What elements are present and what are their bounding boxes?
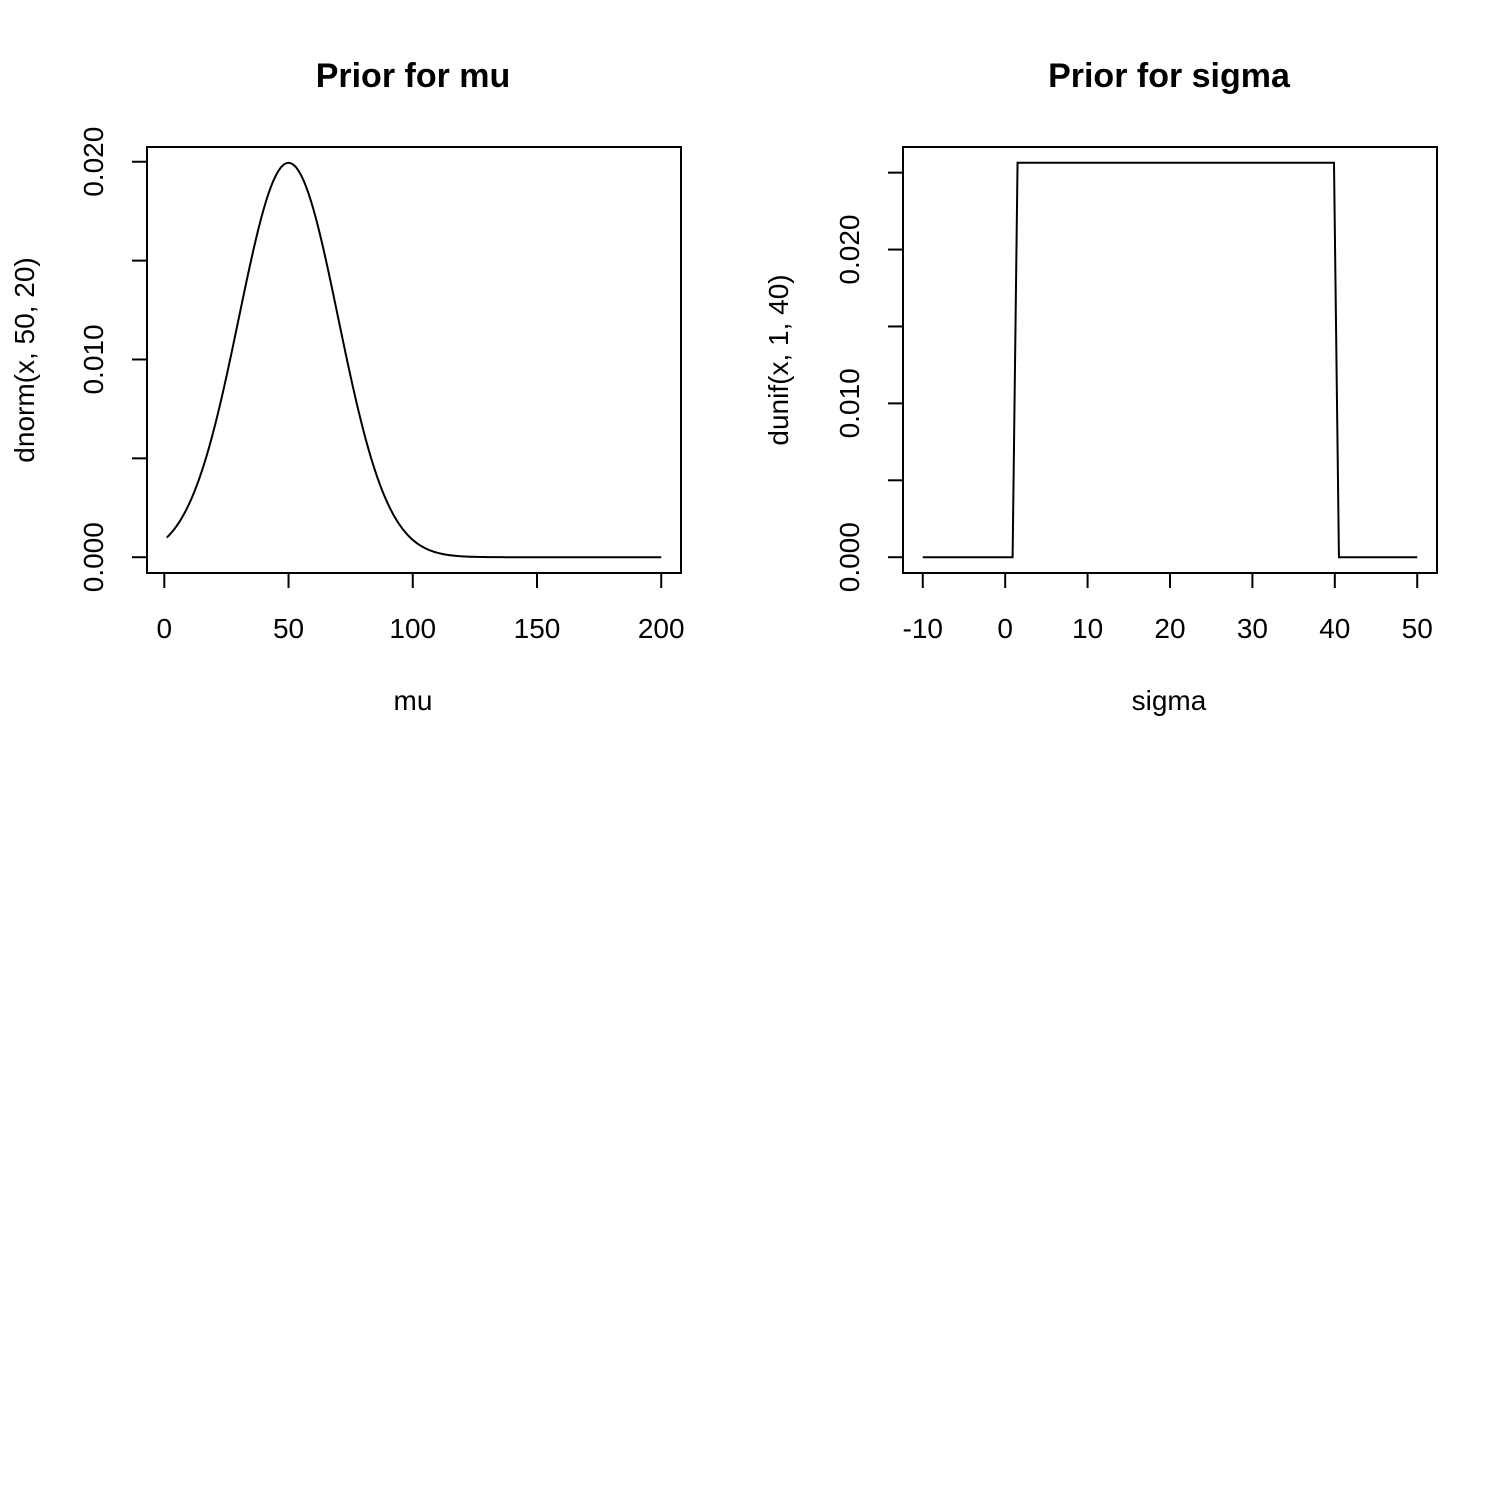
x-tick-label: 10 xyxy=(1072,613,1103,644)
x-axis-label: sigma xyxy=(1132,685,1207,716)
x-tick-label: 50 xyxy=(273,613,304,644)
y-axis-label: dunif(x, 1, 40) xyxy=(763,274,794,445)
y-tick-label: 0.010 xyxy=(834,368,865,438)
y-axis: 0.000 0.010 0.020 xyxy=(834,171,904,592)
y-tick-label: 0.000 xyxy=(834,522,865,592)
x-tick-label: -10 xyxy=(903,613,943,644)
density-curve xyxy=(922,161,1418,559)
y-tick-label: 0.010 xyxy=(78,324,109,394)
y-tick-label: 0.020 xyxy=(78,127,109,197)
chart-title: Prior for sigma xyxy=(1048,57,1291,95)
x-tick-label: 40 xyxy=(1319,613,1350,644)
y-axis-label: dnorm(x, 50, 20) xyxy=(9,257,40,462)
x-axis: -10 0 10 20 30 40 50 xyxy=(903,572,1433,644)
x-axis: 0 50 100 150 200 xyxy=(157,572,685,644)
panel-mu: Prior for mu mu dnorm(x, 50, 20) 0 50 100 1… xyxy=(9,57,685,716)
density-curve xyxy=(166,161,662,559)
y-axis: 0.000 0.010 0.020 xyxy=(78,127,148,592)
y-tick-label: 0.020 xyxy=(834,215,865,285)
y-tick-label: 0.000 xyxy=(78,522,109,592)
plot-frame xyxy=(902,146,1438,574)
panel-sigma: Prior for sigma sigma dunif(x, 1, 40) -1… xyxy=(763,57,1438,716)
x-tick-label: 50 xyxy=(1402,613,1433,644)
x-axis-label: mu xyxy=(394,685,433,716)
x-tick-label: 200 xyxy=(638,613,685,644)
x-tick-label: 0 xyxy=(157,613,173,644)
x-tick-label: 100 xyxy=(389,613,436,644)
x-tick-label: 0 xyxy=(997,613,1013,644)
plot-frame xyxy=(146,146,682,574)
x-tick-label: 150 xyxy=(514,613,561,644)
x-tick-label: 30 xyxy=(1237,613,1268,644)
x-tick-label: 20 xyxy=(1154,613,1185,644)
chart-title: Prior for mu xyxy=(316,57,511,95)
